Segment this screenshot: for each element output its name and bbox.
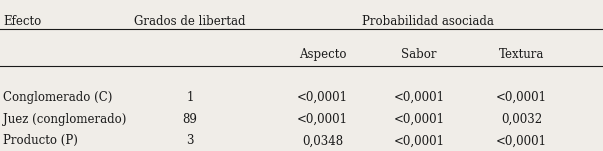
Text: Juez (conglomerado): Juez (conglomerado) bbox=[3, 113, 127, 126]
Text: Sabor: Sabor bbox=[402, 48, 437, 61]
Text: <0,0001: <0,0001 bbox=[394, 91, 444, 104]
Text: <0,0001: <0,0001 bbox=[297, 113, 348, 126]
Text: 0,0348: 0,0348 bbox=[302, 134, 343, 147]
Text: Efecto: Efecto bbox=[3, 15, 41, 28]
Text: Grados de libertad: Grados de libertad bbox=[134, 15, 245, 28]
Text: Probabilidad asociada: Probabilidad asociada bbox=[362, 15, 494, 28]
Text: 1: 1 bbox=[186, 91, 194, 104]
Text: Producto (P): Producto (P) bbox=[3, 134, 78, 147]
Text: Aspecto: Aspecto bbox=[299, 48, 346, 61]
Text: Conglomerado (C): Conglomerado (C) bbox=[3, 91, 112, 104]
Text: 0,0032: 0,0032 bbox=[501, 113, 542, 126]
Text: <0,0001: <0,0001 bbox=[496, 91, 547, 104]
Text: Textura: Textura bbox=[499, 48, 545, 61]
Text: <0,0001: <0,0001 bbox=[394, 113, 444, 126]
Text: 3: 3 bbox=[186, 134, 194, 147]
Text: <0,0001: <0,0001 bbox=[394, 134, 444, 147]
Text: <0,0001: <0,0001 bbox=[297, 91, 348, 104]
Text: <0,0001: <0,0001 bbox=[496, 134, 547, 147]
Text: 89: 89 bbox=[183, 113, 197, 126]
